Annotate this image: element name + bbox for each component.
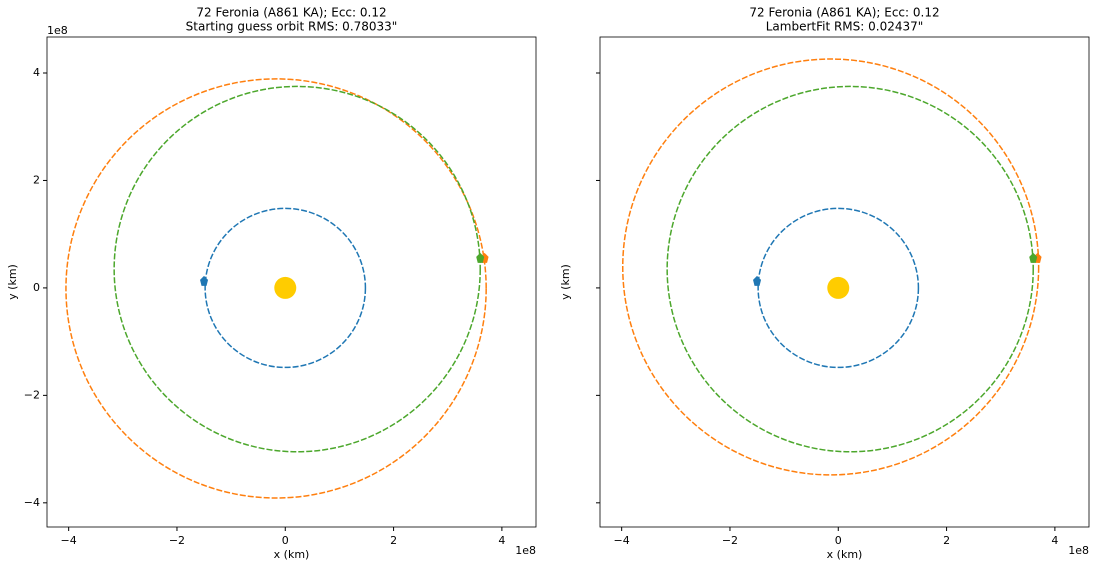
y-label: y (km) — [559, 264, 572, 300]
y-tick-label: 0 — [33, 281, 40, 294]
x-tick-label: 4 — [498, 534, 505, 547]
x-tick-label: −4 — [614, 534, 630, 547]
body-marker — [200, 275, 209, 286]
sun — [274, 276, 297, 299]
x-tick-label: 0 — [282, 534, 289, 547]
x-tick-label: 2 — [390, 534, 397, 547]
x-offset-label: 1e8 — [515, 544, 536, 557]
title: 72 Feronia (A861 KA); Ecc: 0.12 — [196, 6, 386, 20]
y-tick-label: 2 — [33, 173, 40, 186]
y-tick-label: −2 — [24, 388, 40, 401]
sun — [827, 276, 850, 299]
body-marker — [476, 252, 485, 263]
subtitle: LambertFit RMS: 0.02437" — [766, 20, 924, 34]
orbit — [204, 207, 367, 369]
body-marker — [1029, 252, 1038, 263]
x-tick-label: −2 — [722, 534, 738, 547]
y-tick-label: 4 — [33, 66, 40, 79]
x-tick-label: 0 — [835, 534, 842, 547]
title: 72 Feronia (A861 KA); Ecc: 0.12 — [749, 6, 939, 20]
body-marker — [753, 275, 762, 286]
axes-frame — [46, 36, 537, 528]
orbit — [113, 85, 481, 453]
orbit — [666, 85, 1034, 453]
orbit — [757, 207, 920, 369]
orbit — [621, 58, 1040, 476]
subplot: 72 Feronia (A861 KA); Ecc: 0.12Starting … — [6, 6, 537, 561]
y-label: y (km) — [6, 264, 19, 300]
subplot: 72 Feronia (A861 KA); Ecc: 0.12LambertFi… — [559, 6, 1090, 561]
x-label: x (km) — [827, 548, 863, 561]
y-offset-label: 1e8 — [47, 24, 68, 37]
subtitle: Starting guess orbit RMS: 0.78033" — [186, 20, 398, 34]
x-tick-label: 2 — [943, 534, 950, 547]
y-tick-label: −4 — [24, 496, 40, 509]
x-label: x (km) — [274, 548, 310, 561]
orbit — [65, 78, 487, 499]
x-tick-label: −4 — [61, 534, 77, 547]
axes-frame — [599, 36, 1090, 528]
x-offset-label: 1e8 — [1068, 544, 1089, 557]
x-tick-label: −2 — [169, 534, 185, 547]
x-tick-label: 4 — [1051, 534, 1058, 547]
